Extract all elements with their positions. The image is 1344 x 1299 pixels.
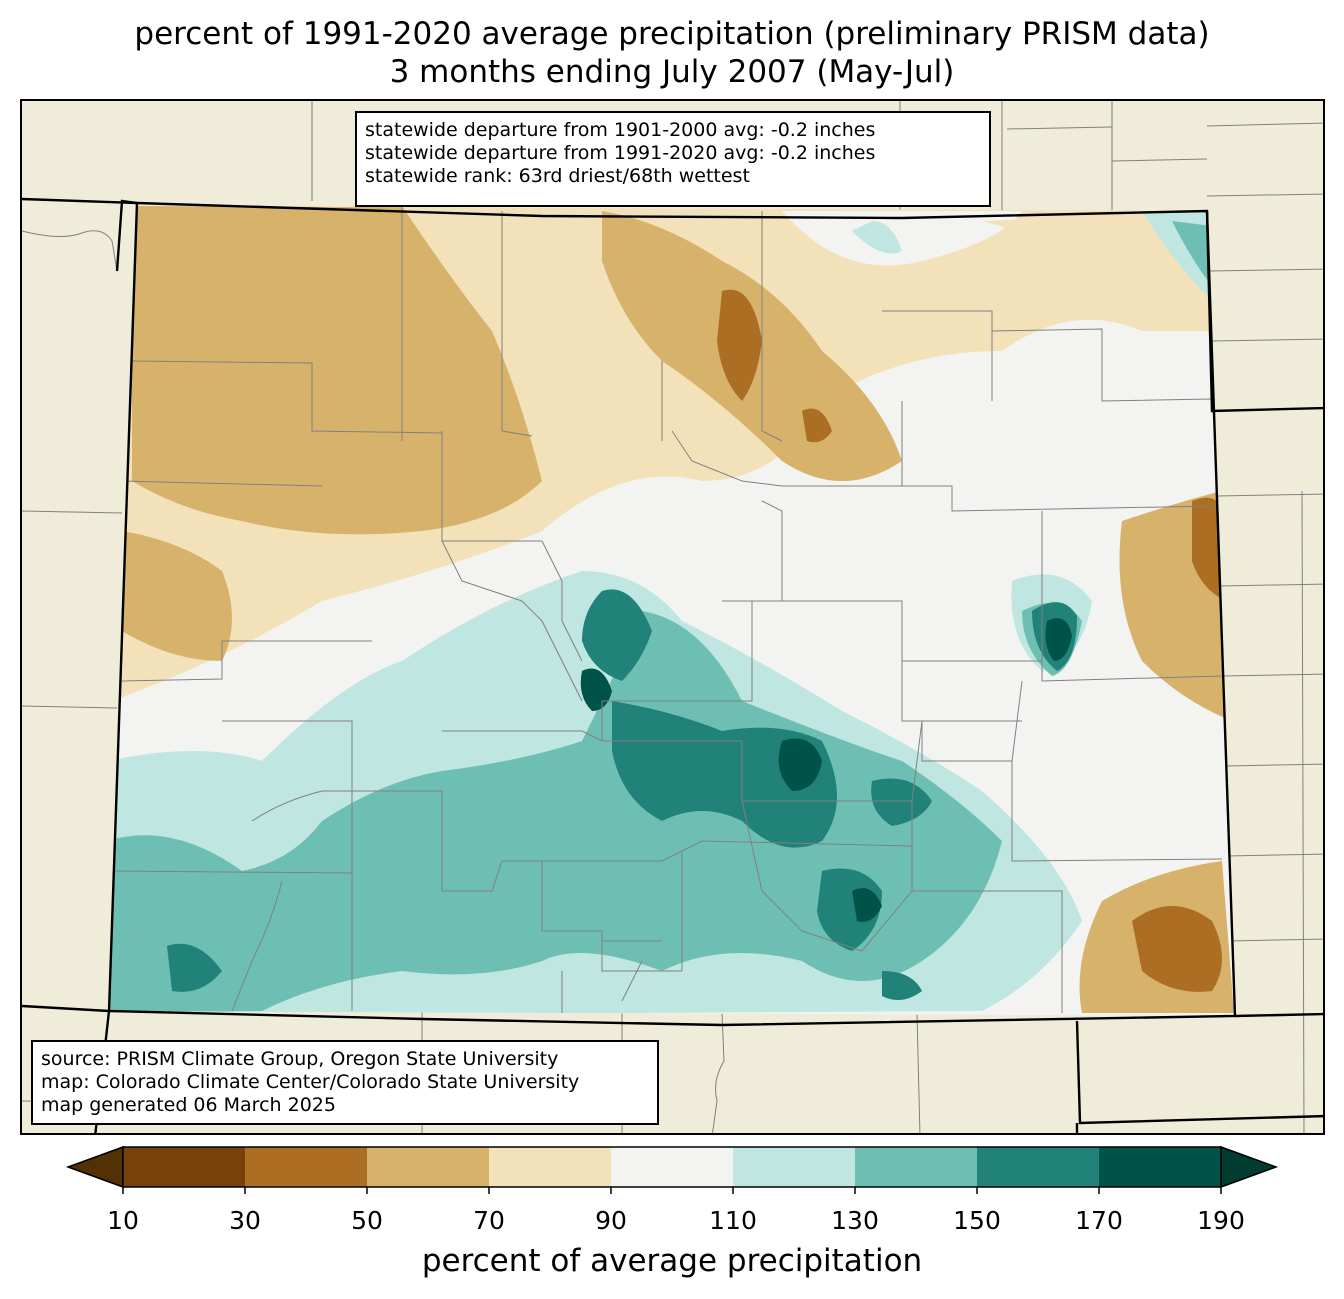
county-lines [111,206,1223,1013]
stats-line-rank: statewide rank: 63rd driest/68th wettest [365,165,750,187]
precipitation-map [22,101,1323,1133]
colorbar-tick-label: 110 [709,1206,757,1235]
colorbar-tick-label: 150 [953,1206,1001,1235]
stats-line-departure-1901-2000: statewide departure from 1901-2000 avg: … [365,119,876,141]
colorbar-tick-label: 50 [351,1206,383,1235]
map-frame [20,99,1325,1135]
map-subtitle: 3 months ending July 2007 (May-Jul) [389,54,955,90]
colorbar-bin-150-170 [977,1147,1100,1187]
colorbar [65,1145,1279,1194]
colorbar-tick-label: 10 [107,1206,139,1235]
stats-line-departure-1991-2020: statewide departure from 1991-2020 avg: … [365,142,876,164]
colorbar-bin-50-70 [367,1147,490,1187]
colorbar-tick-label: 30 [229,1206,261,1235]
map-title: percent of 1991-2020 average precipitati… [134,16,1210,52]
statewide-stats-box: statewide departure from 1901-2000 avg: … [355,111,991,207]
colorbar-tick-label: 130 [831,1206,879,1235]
colorbar-bin-90-110 [611,1147,734,1187]
colorbar-tick-label: 170 [1075,1206,1123,1235]
colorbar-bin-10-30 [123,1147,246,1187]
source-line: source: PRISM Climate Group, Oregon Stat… [41,1048,559,1070]
colorbar-bin-110-130 [733,1147,856,1187]
colorbar-tick-label: 190 [1197,1206,1245,1235]
colorbar-extend-high [1220,1145,1279,1189]
colorbar-extend-low [65,1145,124,1189]
colorbar-bin-70-90 [489,1147,612,1187]
colorbar-bin-30-50 [245,1147,368,1187]
generated-date-line: map generated 06 March 2025 [41,1094,336,1116]
colorbar-bin-170-190 [1099,1147,1222,1187]
precipitation-field [109,206,1235,1016]
colorbar-outline [122,1146,1222,1188]
colorbar-tick-label: 70 [473,1206,505,1235]
colorbar-tick-label: 90 [595,1206,627,1235]
map-credit-line: map: Colorado Climate Center/Colorado St… [41,1071,580,1093]
colorbar-bin-130-150 [855,1147,978,1187]
source-box: source: PRISM Climate Group, Oregon Stat… [31,1040,659,1125]
colorbar-label: percent of average precipitation [421,1243,923,1279]
